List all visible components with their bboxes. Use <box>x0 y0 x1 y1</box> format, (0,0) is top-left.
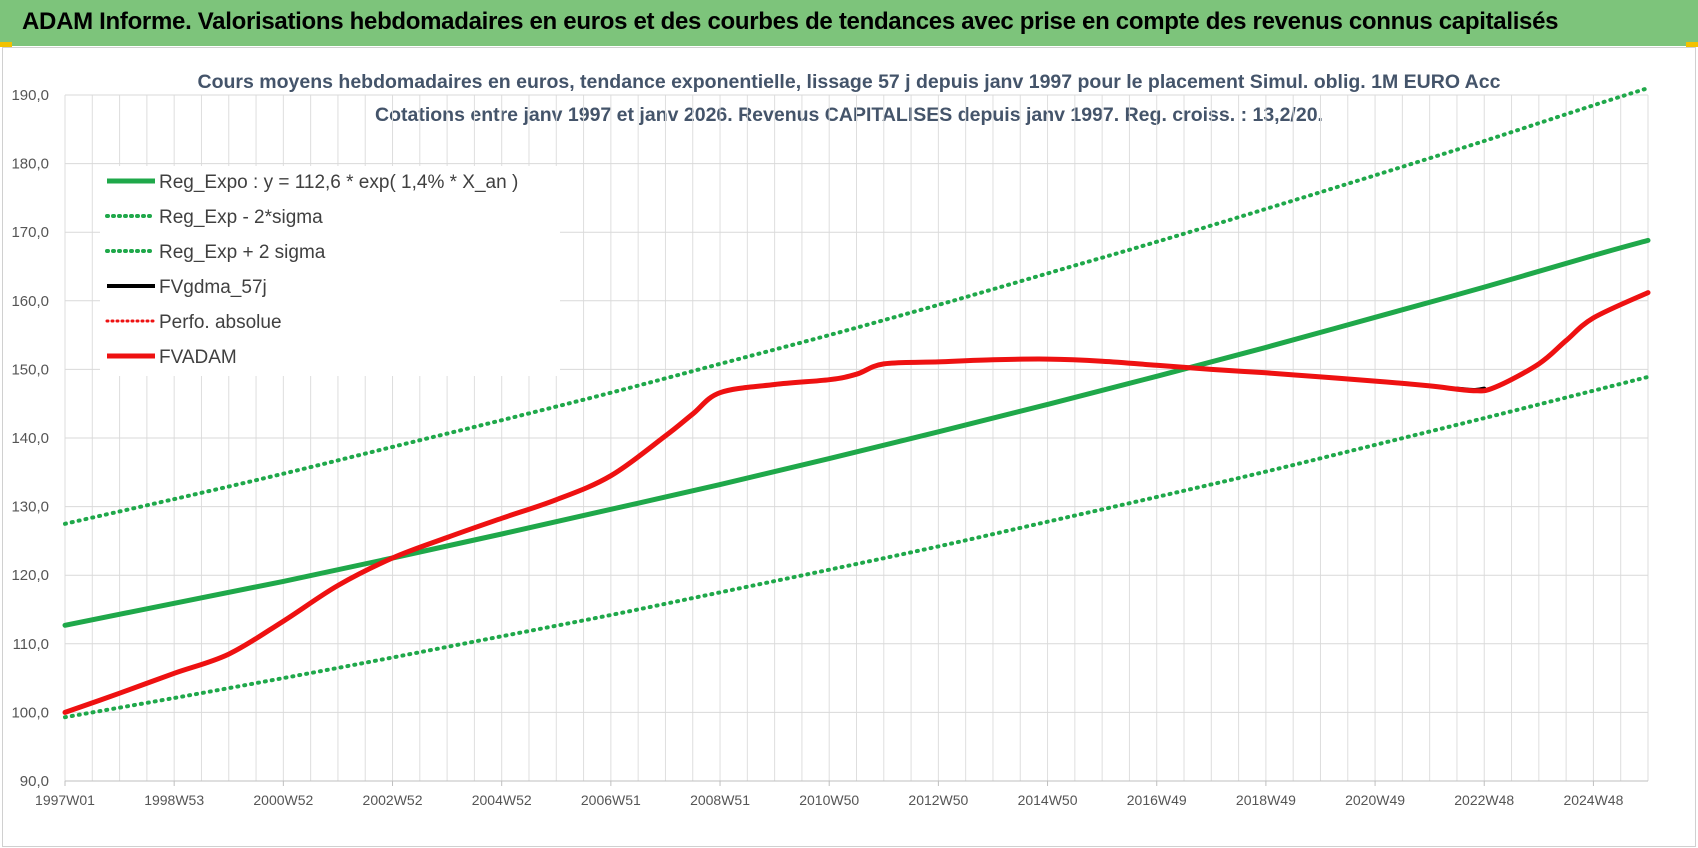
series-reg-exp-minus-2sigma-line <box>63 374 1650 720</box>
y-tick-label: 150,0 <box>11 361 49 378</box>
legend-item-fvgdma: FVgdma_57j <box>107 277 267 298</box>
header-bar: ADAM Informe. Valorisations hebdomadaire… <box>0 0 1698 46</box>
x-tick-label: 2010W50 <box>799 792 859 808</box>
series-reg-exp-plus-2sigma-line <box>63 86 1650 526</box>
legend-item-reg-exp-minus: Reg_Exp - 2*sigma <box>105 207 323 228</box>
y-tick-label: 160,0 <box>11 293 49 310</box>
header-title: ADAM Informe. Valorisations hebdomadaire… <box>22 8 1559 35</box>
legend-item-reg-expo: Reg_Expo : y = 112,6 * exp( 1,4% * X_an … <box>107 172 518 193</box>
x-tick-label: 2016W49 <box>1127 792 1187 808</box>
corner-marker-top-right <box>1686 42 1698 47</box>
series-fvadam-line <box>62 290 1651 715</box>
x-tick-label: 2008W51 <box>690 792 750 808</box>
legend-label-reg-exp-plus: Reg_Exp + 2 sigma <box>159 242 326 263</box>
x-tick-label: 2014W50 <box>1018 792 1078 808</box>
x-tick-label: 2024W48 <box>1563 792 1623 808</box>
y-tick-label: 190,0 <box>11 87 49 104</box>
y-tick-label: 170,0 <box>11 224 49 241</box>
y-tick-label: 130,0 <box>11 499 49 516</box>
grid-lines <box>64 94 1649 782</box>
x-tick-label: 2002W52 <box>363 792 423 808</box>
x-tick-label: 2004W52 <box>472 792 532 808</box>
y-tick-label: 140,0 <box>11 430 49 447</box>
x-tick-label: 2000W52 <box>253 792 313 808</box>
x-tick-label: 2018W49 <box>1236 792 1296 808</box>
legend-label-reg-exp-minus: Reg_Exp - 2*sigma <box>159 207 323 228</box>
y-tick-label: 180,0 <box>11 156 49 173</box>
x-tick-label: 2022W48 <box>1454 792 1514 808</box>
corner-marker-top-left <box>0 42 12 47</box>
series-reg-expo-line <box>62 237 1651 628</box>
x-tick-label: 1998W53 <box>144 792 204 808</box>
legend-item-fvadam: FVADAM <box>107 347 237 368</box>
legend-background <box>100 166 560 376</box>
y-tick-label: 110,0 <box>13 636 49 653</box>
x-tick-label: 2012W50 <box>908 792 968 808</box>
legend-item-reg-exp-plus: Reg_Exp + 2 sigma <box>105 242 326 263</box>
axes: 90,0 100,0 110,0 120,0 130,0 140,0 150,0 160,0 1… <box>11 87 1648 808</box>
legend-label-reg-expo: Reg_Expo : y = 112,6 * exp( 1,4% * X_an … <box>159 172 518 193</box>
y-tick-label: 90,0 <box>20 773 49 790</box>
legend-item-perfo-absolue: Perfo. absolue <box>105 312 282 333</box>
legend-label-fvgdma: FVgdma_57j <box>159 277 267 298</box>
legend: Reg_Expo : y = 112,6 * exp( 1,4% * X_an … <box>100 166 560 376</box>
y-tick-label: 100,0 <box>11 704 49 721</box>
chart-subtitle: Cotations entre janv 1997 et janv 2026. … <box>375 104 1323 126</box>
x-tick-label: 1997W01 <box>35 792 95 808</box>
chart-title: Cours moyens hebdomadaires en euros, ten… <box>197 71 1501 93</box>
y-tick-label: 120,0 <box>11 567 49 584</box>
series-layer <box>62 86 1651 720</box>
legend-label-perfo-absolue: Perfo. absolue <box>159 312 282 333</box>
x-tick-label: 2006W51 <box>581 792 641 808</box>
legend-label-fvadam: FVADAM <box>159 347 237 368</box>
x-tick-label: 2020W49 <box>1345 792 1405 808</box>
